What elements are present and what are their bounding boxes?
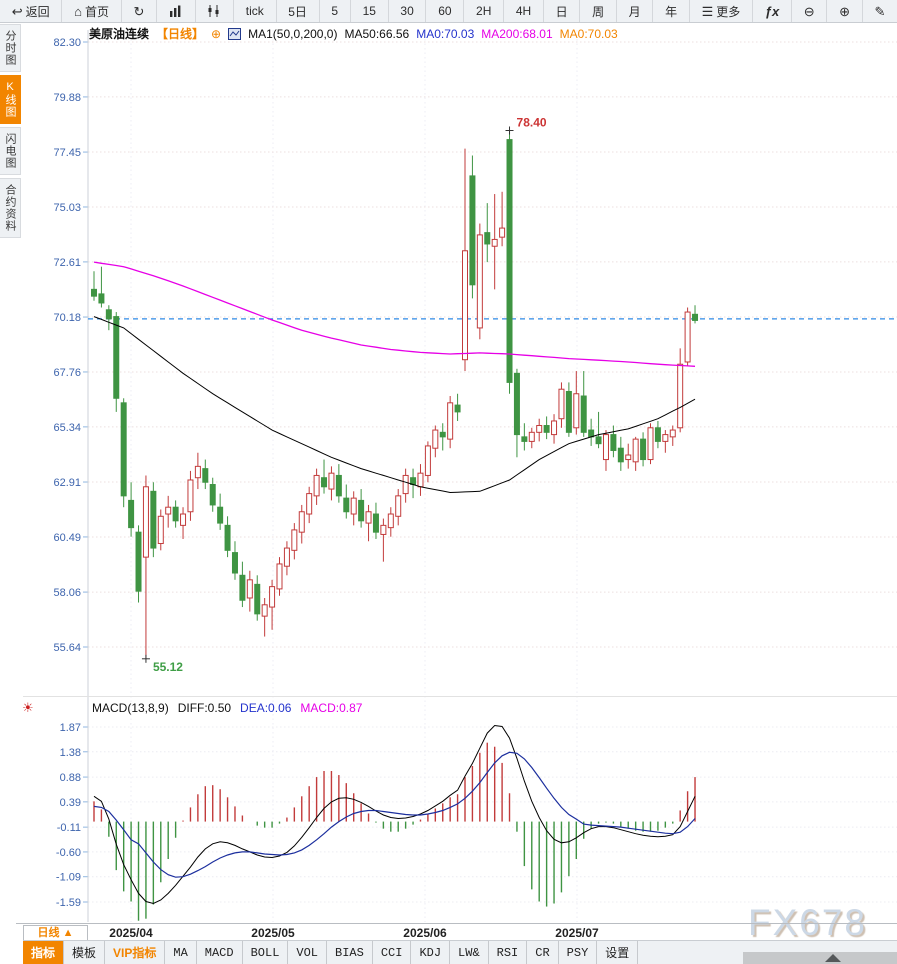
menu-icon: ☰ (701, 3, 714, 19)
tab-vip-indicator[interactable]: VIP指标 (105, 941, 166, 964)
period-15m-label: 15 (362, 4, 376, 18)
ma0-blue-value: MA0:70.03 (416, 26, 475, 41)
tab-rsi[interactable]: RSI (489, 941, 528, 964)
chevron-up-icon (825, 954, 841, 962)
tab-cci[interactable]: CCI (373, 941, 412, 964)
period-60m-button[interactable]: 60 (426, 0, 465, 22)
plus-circle-icon[interactable]: ⊕ (211, 26, 222, 41)
sidebar-item-timeshare[interactable]: 分时图 (0, 24, 21, 72)
bar-chart-button[interactable] (157, 0, 196, 22)
tab-bias[interactable]: BIAS (327, 941, 373, 964)
refresh-icon: ↻ (133, 3, 145, 19)
period-week-label: 周 (592, 4, 605, 19)
top-toolbar: ↩ 返回 ⌂ 首页 ↻ tick 5日 5 15 30 60 2H 4H 日 周… (0, 0, 897, 23)
period-30m-label: 30 (400, 4, 414, 18)
home-button[interactable]: ⌂ 首页 (62, 0, 122, 22)
period-60m-label: 60 (438, 4, 452, 18)
sidebar-item-lightning[interactable]: 闪电图 (0, 127, 21, 175)
ma-settings: MA1(50,0,200,0) (248, 26, 338, 41)
back-arrow-icon: ↩ (11, 3, 23, 19)
line-chart-icon[interactable] (228, 27, 242, 40)
period-day-label: 日 (555, 4, 568, 19)
period-week-button[interactable]: 周 (580, 0, 617, 22)
dea-value: DEA:0.06 (240, 701, 292, 715)
period-year-label: 年 (665, 4, 678, 19)
sidebar-item-contract-info[interactable]: 合约资料 (0, 178, 21, 238)
indicator-settings-sun-icon[interactable]: ☀ (22, 700, 34, 715)
period-5m-button[interactable]: 5 (320, 0, 351, 22)
tab-kdj[interactable]: KDJ (411, 941, 451, 964)
pen-icon: ✎ (874, 3, 886, 19)
tab-vol[interactable]: VOL (288, 941, 328, 964)
ma200-value: MA200:68.01 (481, 26, 553, 41)
bar-chart-icon (169, 5, 183, 17)
back-label: 返回 (25, 4, 50, 19)
more-button[interactable]: ☰ 更多 (690, 0, 754, 22)
tick-label: tick (245, 4, 264, 18)
zoom-out-icon: ⊖ (803, 3, 815, 19)
tab-lwr[interactable]: LW& (450, 941, 489, 964)
more-label: 更多 (716, 4, 741, 19)
draw-button[interactable]: ✎ (863, 0, 897, 22)
period-2h-button[interactable]: 2H (464, 0, 505, 22)
chart-header: 美原油连续 【日线】 ⊕ MA1(50,0,200,0) MA50:66.56 … (89, 25, 618, 42)
chart-canvas[interactable] (23, 23, 897, 923)
x-axis-label: 2025/06 (403, 926, 447, 940)
period-selector[interactable]: 日线 ▲ (23, 925, 88, 941)
x-axis-label: 2025/07 (555, 926, 599, 940)
x-axis-label: 2025/05 (251, 926, 295, 940)
home-icon: ⌂ (74, 3, 82, 19)
zoom-in-icon: ⊕ (839, 3, 850, 19)
tab-settings[interactable]: 设置 (597, 941, 639, 964)
candlestick-icon (207, 5, 221, 17)
tab-template[interactable]: 模板 (64, 941, 106, 964)
refresh-button[interactable]: ↻ (122, 0, 158, 22)
period-15m-button[interactable]: 15 (351, 0, 389, 22)
candlestick-button[interactable] (196, 0, 235, 22)
tab-indicator[interactable]: 指标 (23, 941, 65, 964)
ma0-orange-value: MA0:70.03 (559, 26, 618, 41)
zoom-in-button[interactable]: ⊕ (827, 0, 863, 22)
back-button[interactable]: ↩ 返回 (0, 0, 63, 22)
period-month-label: 月 (628, 4, 641, 19)
ma50-value: MA50:66.56 (344, 26, 410, 41)
tab-ma[interactable]: MA (165, 941, 197, 964)
indicator-fx-button[interactable]: ƒx (753, 0, 792, 22)
zoom-out-button[interactable]: ⊖ (792, 0, 828, 22)
tab-psy[interactable]: PSY (559, 941, 598, 964)
period-5m-label: 5 (331, 4, 339, 18)
tab-cr[interactable]: CR (527, 941, 559, 964)
x-axis-label: 2025/04 (109, 926, 153, 940)
macd-title: MACD(13,8,9) (92, 701, 169, 715)
period-day-button[interactable]: 日 (544, 0, 581, 22)
bottom-panel-handle[interactable] (743, 952, 897, 964)
diff-value: DIFF:0.50 (177, 701, 232, 715)
period-tag: 【日线】 (156, 27, 205, 41)
fx-icon: ƒx (764, 3, 780, 19)
tick-period-button[interactable]: tick (234, 0, 277, 22)
sidebar-item-kline[interactable]: K线图 (0, 75, 21, 124)
period-5d-label: 5日 (288, 4, 307, 19)
period-year-button[interactable]: 年 (653, 0, 690, 22)
tab-macd[interactable]: MACD (197, 941, 243, 964)
home-label: 首页 (84, 4, 109, 19)
period-2h-label: 2H (476, 4, 492, 18)
symbol-name: 美原油连续 (89, 27, 150, 41)
period-4h-label: 4H (515, 4, 532, 18)
period-month-button[interactable]: 月 (617, 0, 654, 22)
macd-header: MACD(13,8,9) DIFF:0.50 DEA:0.06 MACD:0.8… (92, 701, 362, 715)
period-30m-button[interactable]: 30 (389, 0, 427, 22)
period-5d-button[interactable]: 5日 (277, 0, 320, 22)
period-4h-button[interactable]: 4H (504, 0, 544, 22)
chart-type-sidebar: 分时图 K线图 闪电图 合约资料 (0, 24, 23, 241)
macd-value: MACD:0.87 (300, 701, 363, 715)
fx678-watermark: FX678 (748, 902, 868, 943)
tab-boll[interactable]: BOLL (243, 941, 289, 964)
